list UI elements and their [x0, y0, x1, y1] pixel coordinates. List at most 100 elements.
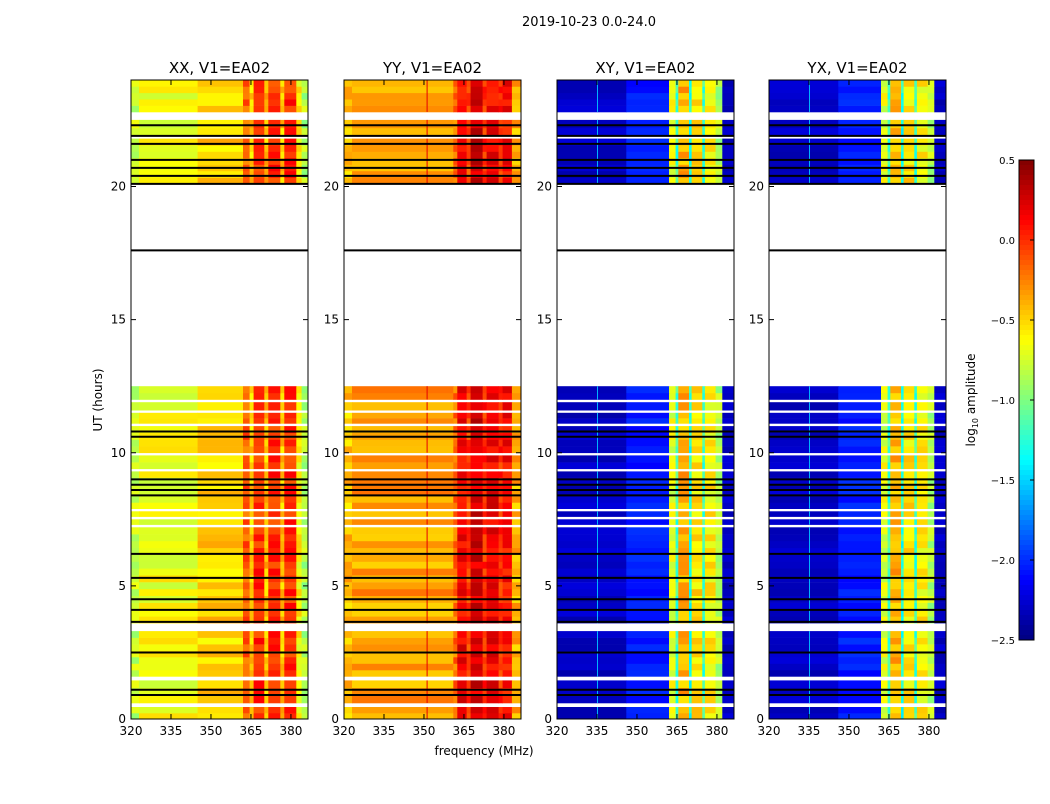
heatmap-cell — [486, 462, 499, 470]
heatmap-cell — [253, 541, 265, 549]
heatmap-cell — [557, 631, 627, 638]
heatmap-cell — [916, 496, 928, 503]
heatmap-cell — [678, 462, 690, 470]
heatmap-cell — [715, 534, 723, 542]
heatmap-cell — [838, 650, 882, 658]
heatmap-cell — [280, 439, 285, 447]
heatmap-cell — [691, 669, 703, 677]
heatmap-cell — [626, 151, 670, 159]
heatmap-cell — [268, 713, 281, 720]
heatmap-cell — [482, 455, 487, 463]
heatmap-cell — [511, 105, 522, 113]
heatmap-cell — [557, 609, 627, 617]
y-tick-label: 0 — [544, 712, 552, 726]
heatmap-cell — [901, 412, 905, 419]
heatmap-cell — [502, 554, 513, 562]
heatmap-cell — [715, 170, 723, 178]
heatmap-cell — [511, 119, 522, 129]
heatmap-cell — [131, 519, 140, 525]
colorbar-segment — [1019, 380, 1034, 386]
colorbar-segment — [1019, 190, 1034, 196]
heatmap-cell — [626, 496, 670, 503]
heatmap-cell — [934, 177, 947, 185]
heatmap-cell — [691, 496, 703, 503]
heatmap-cell — [927, 418, 935, 424]
heatmap-cell — [675, 158, 679, 165]
heatmap-cell — [626, 609, 670, 617]
heatmap-cell — [675, 602, 679, 610]
heatmap-cell — [675, 687, 679, 696]
heatmap-cell — [466, 582, 471, 590]
heatmap-cell — [914, 554, 918, 562]
heatmap-cell — [139, 541, 198, 549]
heatmap-cell — [502, 170, 513, 178]
heatmap-cell — [927, 602, 935, 610]
heatmap-cell — [352, 616, 454, 624]
heatmap-cell — [457, 496, 467, 503]
heatmap-cell — [887, 418, 891, 424]
heatmap-cell — [253, 426, 265, 434]
heatmap-cell — [669, 713, 677, 720]
heatmap-cell — [284, 462, 297, 470]
heatmap-cell — [197, 145, 244, 152]
heatmap-cell — [243, 527, 251, 535]
heatmap-cell — [715, 402, 723, 411]
heatmap-cell — [838, 158, 882, 165]
heatmap-cell — [916, 561, 928, 569]
heatmap-cell — [887, 657, 891, 664]
heatmap-cell — [704, 471, 716, 478]
heatmap-cell — [253, 471, 265, 478]
heatmap-cell — [702, 527, 706, 535]
heatmap-cell — [453, 392, 458, 400]
heatmap-cell — [139, 462, 198, 470]
heatmap-cell — [511, 490, 522, 497]
heatmap-cell — [678, 446, 690, 454]
heatmap-cell — [502, 119, 513, 129]
heatmap-cell — [301, 657, 309, 664]
heatmap-cell — [691, 439, 703, 447]
heatmap-cell — [704, 105, 716, 113]
heatmap-cell — [268, 105, 281, 113]
heatmap-cell — [881, 680, 889, 689]
heatmap-cell — [691, 663, 703, 671]
heatmap-cell — [769, 561, 839, 569]
heatmap-cell — [838, 490, 882, 497]
heatmap-cell — [253, 446, 265, 454]
heatmap-cell — [689, 392, 693, 400]
heatmap-cell — [769, 412, 839, 419]
heatmap-cell — [344, 519, 353, 525]
heatmap-cell — [890, 631, 902, 638]
heatmap-cell — [486, 490, 499, 497]
heatmap-cell — [769, 483, 839, 491]
heatmap-cell — [881, 471, 889, 478]
heatmap-cell — [498, 80, 503, 87]
heatmap-cell — [675, 588, 679, 596]
heatmap-cell — [264, 568, 269, 576]
heatmap-cell — [769, 680, 839, 689]
heatmap-cell — [934, 657, 947, 664]
heatmap-cell — [486, 483, 499, 491]
heatmap-cell — [457, 418, 467, 424]
channel-line — [426, 680, 428, 703]
heatmap-cell — [457, 707, 467, 714]
heatmap-cell — [511, 527, 522, 535]
heatmap-cell — [296, 637, 302, 645]
heatmap-cell — [903, 541, 915, 549]
heatmap-cell — [296, 582, 302, 590]
heatmap-cell — [131, 483, 140, 491]
heatmap-cell — [268, 392, 281, 400]
heatmap-cell — [284, 637, 297, 645]
heatmap-cell — [301, 511, 309, 517]
heatmap-cell — [352, 446, 454, 454]
heatmap-cell — [453, 511, 458, 517]
heatmap-cell — [934, 127, 947, 137]
heatmap-cell — [352, 707, 454, 714]
heatmap-cell — [301, 680, 309, 689]
heatmap-cell — [139, 170, 198, 178]
heatmap-cell — [453, 426, 458, 434]
channel-line — [809, 455, 810, 469]
heatmap-cell — [139, 502, 198, 509]
heatmap-cell — [352, 477, 454, 485]
heatmap-cell — [264, 554, 269, 562]
heatmap-cell — [139, 402, 198, 411]
